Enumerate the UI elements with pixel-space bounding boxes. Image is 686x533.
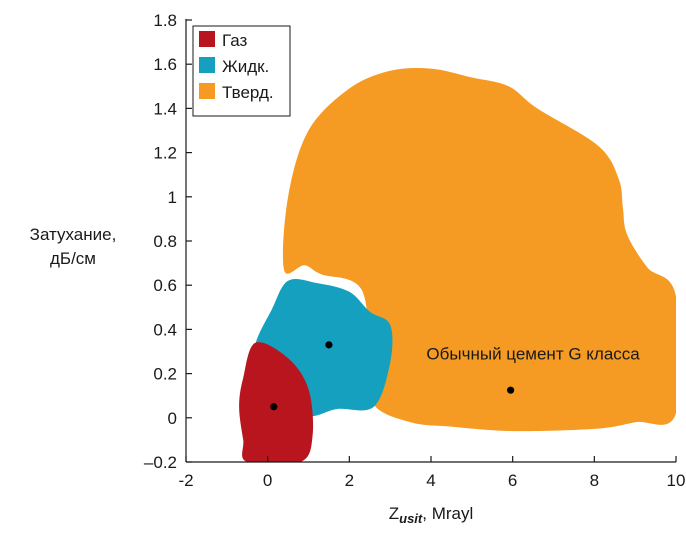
- x-tick-label: 2: [345, 471, 354, 490]
- y-tick-label: 1.6: [153, 55, 177, 74]
- y-tick-label: –0.2: [144, 453, 177, 472]
- x-tick-label: -2: [178, 471, 193, 490]
- legend-label: Жидк.: [222, 57, 269, 76]
- legend-label: Тверд.: [222, 83, 274, 102]
- x-axis-title: Zusit, Mrayl: [389, 504, 474, 526]
- y-tick-label: 1: [168, 188, 177, 207]
- axes-layer: –0.2 0 0.2 0.4 0.6 0.8 1 1.2 1.4 1.6 1.8 -2 0 2 4 6 8 10 З…: [30, 11, 686, 526]
- legend-swatch: [199, 31, 215, 47]
- y-tick-label: 1.2: [153, 144, 177, 163]
- x-tick-label: 4: [426, 471, 435, 490]
- legend-swatch: [199, 57, 215, 73]
- data-point-2: [325, 341, 333, 349]
- x-tick-label: 10: [667, 471, 686, 490]
- data-point-3: [507, 386, 515, 394]
- regions-layer: [239, 67, 676, 462]
- x-tick-label: 6: [508, 471, 517, 490]
- y-tick-label: 1.8: [153, 11, 177, 30]
- annotation-label: Обычный цемент G класса: [426, 345, 640, 364]
- annotations-layer: Обычный цемент G класса: [426, 345, 640, 364]
- data-point-1: [270, 403, 278, 411]
- region-gas: [239, 342, 314, 462]
- legend-label: Газ: [222, 31, 248, 50]
- legend-swatch: [199, 83, 215, 99]
- y-axis-title: Затухание, дБ/см: [30, 225, 117, 268]
- x-tick-label: 0: [263, 471, 272, 490]
- y-tick-label: 0: [168, 409, 177, 428]
- y-tick-label: 0.4: [153, 320, 177, 339]
- points-layer: [270, 341, 515, 411]
- y-tick-label: 0.2: [153, 365, 177, 384]
- y-tick-label: 0.8: [153, 232, 177, 251]
- y-tick-label: 1.4: [153, 99, 177, 118]
- x-tick-label: 8: [590, 471, 599, 490]
- legend: Газ Жидк. Тверд.: [192, 25, 291, 117]
- y-tick-label: 0.6: [153, 276, 177, 295]
